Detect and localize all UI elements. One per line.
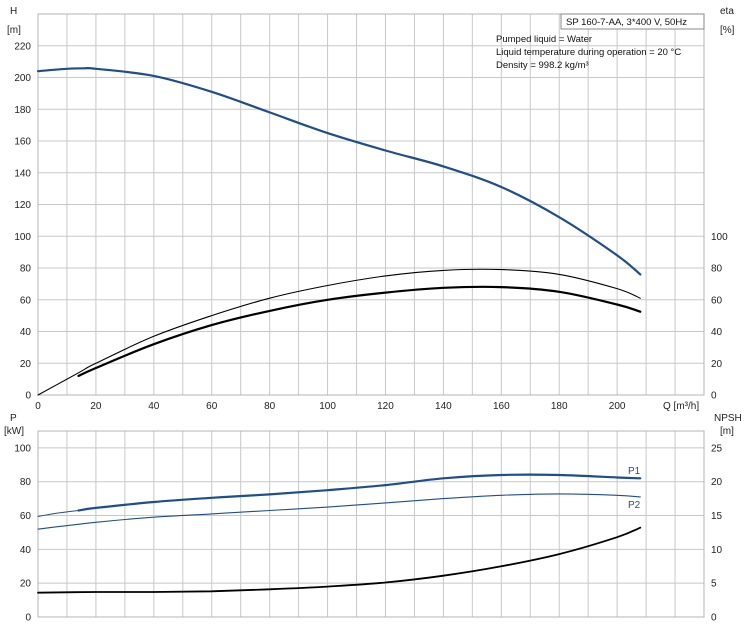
x-tick-label: 120 — [377, 401, 394, 412]
x-tick-label: 200 — [609, 401, 626, 412]
power-y-tick-label: 80 — [20, 477, 32, 488]
power-y2-tick-label: 0 — [711, 613, 717, 624]
x-tick-label: 60 — [206, 401, 218, 412]
power-plot-frame — [37, 430, 705, 618]
series-line-P1 — [77, 473, 642, 512]
y-axis-label-power: P — [10, 413, 17, 424]
power-y2-tick-label: 20 — [711, 477, 723, 488]
legend-label-p1: P1 — [628, 466, 641, 477]
series-line-eta-thick — [77, 285, 642, 377]
x-axis-label: Q [m³/h] — [663, 401, 699, 412]
y2-axis-unit-eta: [%] — [720, 25, 735, 36]
y-axis-unit-head: [m] — [7, 25, 21, 36]
power-axis-ticks: 0 20 40 60 80 100 0 5 10 15 20 25 — [14, 443, 722, 623]
head-y-tick-label: 180 — [14, 105, 31, 116]
head-y-tick-label: 120 — [14, 200, 31, 211]
head-series — [36, 66, 642, 396]
power-grid — [38, 431, 704, 617]
x-tick-label: 100 — [319, 401, 336, 412]
head-y2-tick-label: 100 — [711, 232, 728, 243]
head-y-tick-label: 20 — [20, 359, 32, 370]
legend-label-p2: P2 — [628, 500, 641, 511]
head-y-tick-label: 100 — [14, 232, 31, 243]
power-y-tick-label: 20 — [20, 579, 32, 590]
y-axis-label-head: H — [10, 6, 17, 17]
y2-axis-label-eta: eta — [720, 6, 734, 17]
head-y2-tick-label: 20 — [711, 359, 723, 370]
power-y2-tick-label: 15 — [711, 511, 723, 522]
x-tick-label: 40 — [148, 401, 160, 412]
y-axis-unit-power: [kW] — [4, 426, 24, 437]
y2-axis-label-npsh: NPSH — [714, 413, 742, 424]
head-y-tick-label: 40 — [20, 327, 32, 338]
x-tick-label: 160 — [493, 401, 510, 412]
series-line-P1-ext — [37, 509, 80, 517]
power-y2-tick-label: 10 — [711, 545, 723, 556]
head-plot-frame — [37, 13, 705, 396]
power-y2-tick-label: 25 — [711, 443, 723, 454]
head-y-tick-label: 0 — [25, 391, 31, 402]
power-npsh-panel: 0 20 40 60 80 100 0 5 10 15 20 25 P [kW] NPSH [m] P… — [4, 413, 742, 624]
head-y-tick-label: 200 — [14, 73, 31, 84]
power-y2-tick-label: 5 — [711, 579, 717, 590]
x-tick-label: 80 — [264, 401, 276, 412]
head-grid — [38, 14, 704, 395]
power-y-tick-label: 100 — [14, 443, 31, 454]
info-density: Density = 998.2 kg/m³ — [496, 60, 589, 71]
head-axis-ticks: 0 20 40 60 80 100 120 140 160 180 2000204060801001… — [14, 41, 728, 412]
power-y-tick-label: 0 — [25, 613, 31, 624]
x-tick-label: 140 — [435, 401, 452, 412]
info-pumped-liquid: Pumped liquid = Water — [496, 34, 592, 45]
head-y2-tick-label: 80 — [711, 264, 723, 275]
power-y-tick-label: 60 — [20, 511, 32, 522]
chart-title: SP 160-7-AA, 3*400 V, 50Hz — [566, 17, 687, 28]
power-y-tick-label: 40 — [20, 545, 32, 556]
series-line-P2 — [37, 493, 641, 530]
head-y-tick-label: 80 — [20, 264, 32, 275]
x-tick-label: 20 — [90, 401, 102, 412]
title-box — [560, 13, 705, 30]
power-series — [37, 473, 642, 594]
series-line-head — [36, 66, 642, 276]
y2-axis-unit-npsh: [m] — [720, 426, 734, 437]
head-y2-tick-label: 0 — [711, 391, 717, 402]
series-line-eta-thin — [37, 268, 641, 396]
info-liquid-temperature: Liquid temperature during operation = 20… — [496, 47, 681, 58]
x-tick-label: 180 — [551, 401, 568, 412]
head-efficiency-panel: 0 20 40 60 80 100 120 140 160 180 2000204060801001… — [7, 6, 735, 412]
head-y-tick-label: 60 — [20, 295, 32, 306]
head-y-tick-label: 160 — [14, 137, 31, 148]
head-y-tick-label: 220 — [14, 41, 31, 52]
x-tick-label: 0 — [35, 401, 41, 412]
head-y2-tick-label: 60 — [711, 295, 723, 306]
series-line-NPSH — [37, 526, 642, 594]
head-y2-tick-label: 40 — [711, 327, 723, 338]
head-y-tick-label: 140 — [14, 168, 31, 179]
